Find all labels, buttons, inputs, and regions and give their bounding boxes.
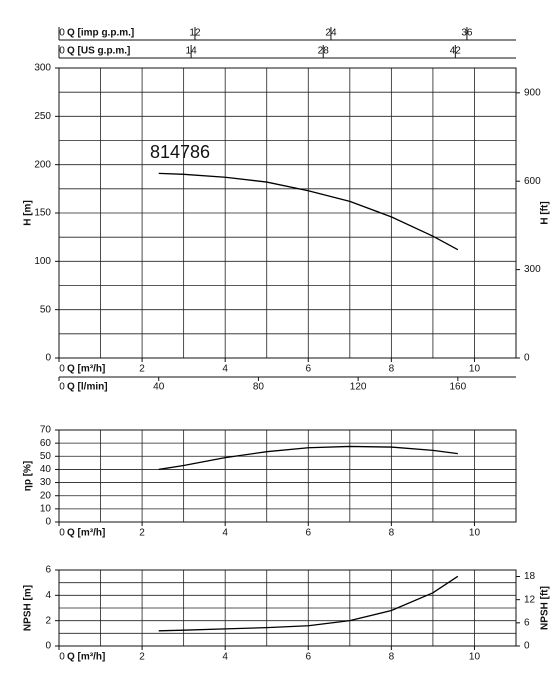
- y-tick-label: 50: [40, 304, 52, 315]
- y-tick-label: 250: [34, 111, 51, 122]
- x-tick-label: 42: [450, 46, 462, 57]
- x-tick-label: 0: [59, 382, 65, 393]
- y2-axis-label: NPSH [ft]: [540, 586, 551, 630]
- x-axis-label: Q [m³/h]: [67, 364, 105, 375]
- y2-tick-label: 300: [524, 264, 541, 275]
- y-tick-label: 20: [40, 490, 52, 501]
- x-tick-label: 10: [469, 528, 481, 539]
- y-tick-label: 300: [34, 63, 51, 74]
- x-tick-label: 0: [59, 28, 65, 39]
- plot-frame: [58, 429, 517, 523]
- y-tick-label: 40: [40, 464, 52, 475]
- x-tick-label: 8: [389, 528, 395, 539]
- y-tick-label: 10: [40, 503, 52, 514]
- x-tick-label: 120: [350, 382, 367, 393]
- y-tick-label: 0: [45, 353, 51, 364]
- y-axis-label: NPSH [m]: [23, 585, 34, 631]
- x-tick-label: 6: [305, 528, 311, 539]
- y2-tick-label: 18: [524, 571, 536, 582]
- y-axis-label: H [m]: [23, 200, 34, 226]
- y2-tick-label: 600: [524, 176, 541, 187]
- x-tick-label: 0: [59, 652, 65, 663]
- y-tick-label: 150: [34, 208, 51, 219]
- x-tick-label: 4: [222, 528, 228, 539]
- y-tick-label: 50: [40, 451, 52, 462]
- y-axis-label: ηp [%]: [23, 461, 34, 492]
- x-tick-label: 2: [139, 652, 145, 663]
- y-tick-label: 70: [40, 425, 52, 436]
- x-tick-label: 24: [325, 28, 337, 39]
- performance-curve: [158, 445, 458, 471]
- x-tick-label: 0: [59, 46, 65, 57]
- y-tick-label: 0: [45, 517, 51, 528]
- x-tick-label: 12: [189, 28, 201, 39]
- y-tick-label: 30: [40, 477, 52, 488]
- x-tick-label: 6: [305, 652, 311, 663]
- x-axis-label: Q [US g.p.m.]: [67, 46, 130, 57]
- y2-tick-label: 0: [524, 641, 530, 652]
- y-tick-label: 60: [40, 438, 52, 449]
- x-tick-label: 8: [389, 364, 395, 375]
- x-tick-label: 2: [139, 528, 145, 539]
- x-tick-label: 4: [222, 652, 228, 663]
- y2-axis-label: H [ft]: [540, 201, 551, 224]
- y2-tick-label: 12: [524, 594, 536, 605]
- x-tick-label: 28: [318, 46, 330, 57]
- x-tick-label: 4: [222, 364, 228, 375]
- performance-curve: [158, 172, 459, 251]
- y-tick-label: 0: [45, 641, 51, 652]
- x-axis-label: Q [imp g.p.m.]: [67, 28, 134, 39]
- x-tick-label: 10: [469, 652, 481, 663]
- x-tick-label: 10: [469, 364, 481, 375]
- x-tick-label: 40: [153, 382, 165, 393]
- x-tick-label: 6: [305, 364, 311, 375]
- x-axis-label: Q [m³/h]: [67, 652, 105, 663]
- y2-tick-label: 0: [524, 353, 530, 364]
- x-tick-label: 8: [389, 652, 395, 663]
- curve-annotation: 814786: [150, 142, 210, 162]
- x-tick-label: 80: [253, 382, 265, 393]
- x-tick-label: 0: [59, 364, 65, 375]
- y2-tick-label: 6: [524, 617, 530, 628]
- x-tick-label: 36: [461, 28, 473, 39]
- x-tick-label: 14: [186, 46, 198, 57]
- performance-curve: [158, 575, 459, 632]
- x-axis-label: Q [l/min]: [67, 382, 108, 393]
- x-tick-label: 160: [449, 382, 466, 393]
- x-axis-label: Q [m³/h]: [67, 528, 105, 539]
- y-tick-label: 200: [34, 159, 51, 170]
- y-tick-label: 4: [45, 590, 51, 601]
- plot-frame: [58, 569, 517, 647]
- y-tick-label: 2: [45, 615, 51, 626]
- x-tick-label: 0: [59, 528, 65, 539]
- y-tick-label: 6: [45, 565, 51, 576]
- x-tick-label: 2: [139, 364, 145, 375]
- y-tick-label: 100: [34, 256, 51, 267]
- y2-tick-label: 900: [524, 87, 541, 98]
